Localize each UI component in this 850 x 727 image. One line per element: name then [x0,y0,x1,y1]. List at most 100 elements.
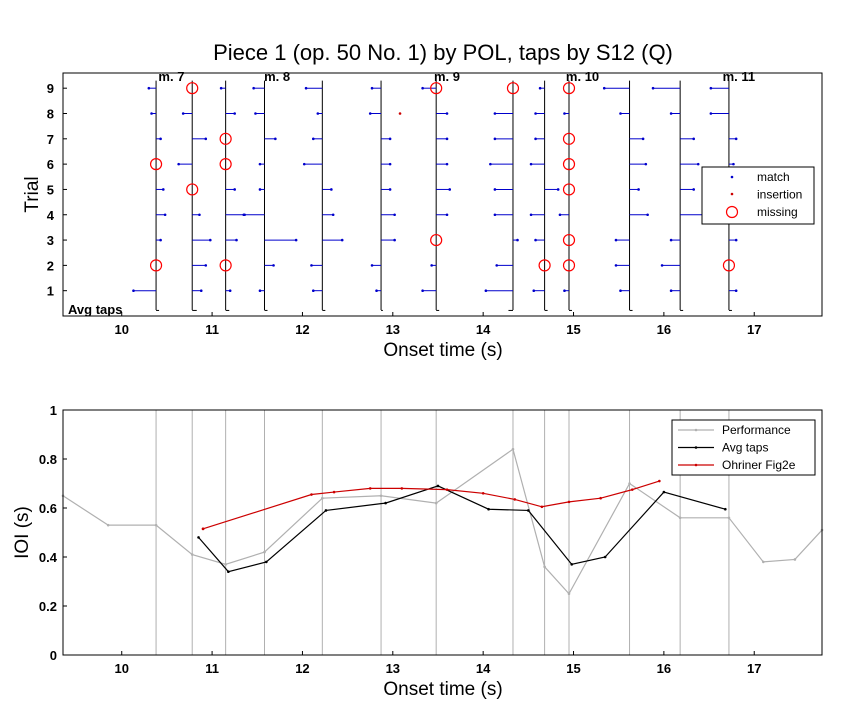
legend-label: insertion [757,188,802,202]
match-point [614,264,618,267]
series-point [567,500,571,504]
match-point [516,238,519,242]
match-point [393,213,396,217]
match-point [489,162,492,166]
match-point [258,188,262,191]
series-point [224,563,227,566]
x-tick-label: 10 [114,322,128,337]
trial-raster-panel: m. 7 m. 8 m. 9 m. 10 m. 11 10 11 12 13 14 15 16 171… [22,69,823,361]
match-point [272,264,275,267]
match-point [375,289,378,292]
y-tick-label: 5 [47,182,54,197]
missing-marker [562,259,576,272]
match-point [669,238,673,242]
series-line [198,485,726,573]
series-point [227,570,230,573]
y-tick-label: 7 [47,132,54,147]
match-point [644,162,648,166]
match-point [563,289,566,292]
match-point [692,188,695,191]
match-point [316,112,320,115]
x-tick-label: 16 [657,661,671,676]
y-tick-label: 8 [47,107,54,122]
x-tick-label: 11 [205,322,219,337]
match-point [602,86,606,90]
series-point [321,496,324,500]
series-point [511,447,515,451]
series-point [400,487,404,490]
missing-marker [722,259,736,272]
match-point [529,213,533,217]
match-point [302,162,306,166]
match-point [388,162,392,166]
missing-marker [186,82,199,95]
bottom-axis-ticks: 10 11 12 13 14 15 16 17 0 0.2 0.4 0.6 0.8 1 [39,403,762,676]
match-point [445,112,449,115]
missing-marker [219,259,232,272]
missing-marker [562,183,576,196]
x-tick-label: 12 [295,661,309,676]
series-point [727,516,731,520]
match-point [669,289,673,292]
x-tick-label: 16 [657,322,671,337]
match-point [243,213,246,217]
match-point [421,289,424,292]
beat-lines [155,410,730,655]
match-point [484,289,488,292]
series-point [628,482,631,485]
bottom-y-axis-label: IOI (s) [12,506,33,559]
avg-taps-row-label: Avg taps [68,302,122,317]
series-point [678,516,682,520]
match-point [532,289,536,292]
match-point [421,86,424,90]
bottom-legend: Performance Avg taps Ohriner Fig2e [671,419,816,476]
series-point [761,560,765,564]
legend-marker [694,463,698,467]
legend-marker [694,446,698,449]
legend-match-marker [730,175,734,179]
match-point [258,289,262,292]
match-point [340,238,344,242]
missing-marker [186,183,199,196]
match-point [646,213,649,217]
match-point [219,86,223,90]
match-point [368,112,372,115]
x-tick-label: 13 [386,661,400,676]
match-point [445,137,449,141]
series-point [543,565,546,569]
match-point [208,238,212,242]
match-point [556,188,560,191]
top-axes-frame [62,72,823,317]
match-point [558,213,562,217]
match-point [669,112,673,115]
series-point [724,507,727,511]
missing-marker [562,132,576,145]
missing-marker [149,158,163,171]
match-point [310,264,313,267]
y-tick-label: 6 [47,157,54,172]
series-point [201,527,205,531]
missing-marker [430,82,443,95]
missing-marker [149,259,163,272]
match-point [696,162,700,166]
series-point [106,523,110,527]
match-point [228,289,232,292]
match-point [163,213,167,217]
legend-label: match [757,170,790,184]
x-tick-label: 12 [295,322,309,337]
match-point [331,213,335,217]
series-point [384,501,387,505]
missing-marker [562,158,576,171]
x-tick-label: 17 [747,322,761,337]
match-point [204,264,208,267]
figure-title: Piece 1 (op. 50 No. 1) by POL, taps by S… [213,40,673,65]
series-point [570,563,574,566]
missing-marker [538,259,551,272]
measure-label: m. 10 [566,69,599,84]
legend-label: Avg taps [722,441,768,455]
x-tick-label: 15 [566,661,580,676]
match-point [294,238,298,242]
series-point [599,496,602,500]
match-point [734,238,738,242]
